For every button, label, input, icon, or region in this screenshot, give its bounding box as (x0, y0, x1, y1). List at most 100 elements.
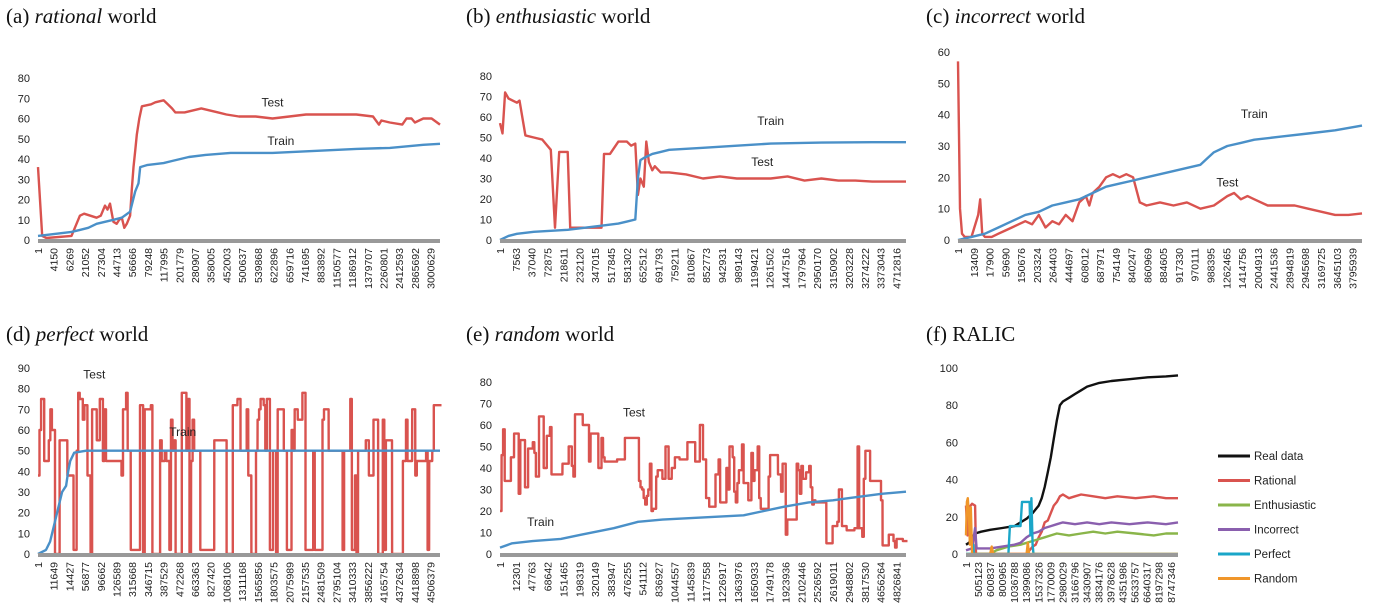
x-tick-label: 836927 (654, 562, 666, 597)
x-tick-label: 1261502 (765, 248, 777, 289)
panel-e: (e) random world 0 10 20 30 40 50 60 70 80 1 12301… (458, 306, 916, 613)
x-tick-label: 3150902 (828, 248, 840, 289)
x-tick-label: 68642 (543, 562, 555, 591)
series-label: Train (267, 134, 294, 148)
series-label: Train (169, 425, 196, 439)
series-line-train (499, 490, 907, 549)
x-tick-label: 5633757 (1130, 562, 1142, 603)
x-tick-label: 505123 (973, 562, 985, 597)
x-tick-label: 2526592 (812, 562, 824, 603)
x-tick-label: 444697 (1064, 248, 1076, 283)
x-tick-label: 852773 (701, 248, 713, 283)
y-tick-label: 60 (938, 47, 950, 59)
x-tick-label: 17900 (985, 248, 997, 277)
series-line-enthusiastic (966, 530, 1178, 556)
x-tick-label: 56877 (80, 562, 92, 591)
y-tick-label: 60 (946, 437, 958, 449)
x-tick-label: 1399086 (1021, 562, 1033, 603)
y-tick-label: 50 (18, 446, 30, 458)
x-tick-label: 759211 (670, 248, 682, 282)
legend-entry: Random (1254, 574, 1297, 586)
x-tick-label: 691793 (654, 248, 666, 283)
panel-d: (d) perfect world 0 10 20 30 40 50 60 70 80 90 1 11… (0, 306, 458, 613)
x-tick-label: 517845 (606, 248, 618, 283)
x-tick-label: 4372634 (394, 562, 406, 603)
y-tick-label: 50 (18, 134, 30, 146)
x-tick-label: 347015 (590, 248, 602, 283)
y-tick-label: 80 (18, 384, 30, 396)
panel-title: (a) rational world (6, 4, 157, 29)
x-tick-label: 117995 (159, 248, 171, 282)
panel-title: (e) random world (466, 322, 614, 347)
x-tick-label: 2441536 (1269, 248, 1281, 289)
x-tick-label: 1068106 (221, 562, 233, 603)
panel-label: (c) (926, 4, 950, 28)
series-label: Test (751, 155, 774, 169)
y-tick-label: 40 (938, 110, 950, 122)
x-tick-label: 2075989 (284, 562, 296, 603)
x-tick-label: 1186912 (347, 248, 359, 288)
series-line-perfect (966, 497, 1178, 556)
x-tick-label: 970111 (1190, 248, 1202, 282)
legend-entry: Real data (1254, 451, 1304, 463)
series-line-test (500, 413, 908, 549)
x-tick-label: 2102446 (796, 562, 808, 603)
x-tick-label: 2950170 (812, 248, 824, 289)
series-label: Train (527, 515, 554, 529)
panel-f: (f) RALIC 0 20 40 60 80 100 1 505123 600837 80096… (916, 306, 1375, 613)
x-tick-label: 622896 (269, 248, 281, 283)
x-tick-label: 14427 (64, 562, 76, 591)
x-tick-label: 883892 (316, 248, 328, 283)
x-tick-label: 218611 (558, 248, 570, 282)
panel-a: (a) rational world 0 10 20 30 40 50 60 70 80 1 415… (0, 0, 458, 306)
series-line-random (964, 497, 1178, 556)
series-line-train (37, 142, 441, 238)
chart-b: 0 10 20 30 40 50 60 70 80 1 7563 37040 72875 218611 23… (480, 71, 906, 289)
series-label: Test (623, 405, 646, 419)
x-tick-label: 47763 (527, 562, 539, 591)
x-tick-label: 1 (495, 562, 507, 568)
title-rest: world (559, 322, 615, 346)
x-tick-label: 4418898 (410, 562, 422, 603)
x-tick-label: 840247 (1127, 248, 1139, 283)
x-tick-label: 4165754 (379, 562, 391, 603)
x-tick-label: 264403 (1048, 248, 1060, 283)
x-tick-label: 2980029 (1057, 562, 1069, 603)
y-tick-label: 30 (480, 485, 492, 497)
x-tick-label: 4656264 (876, 562, 888, 603)
y-tick-label: 80 (480, 377, 492, 389)
chart-f: 0 20 40 60 80 100 1 505123 600837 800965 1036788 13… (940, 363, 1317, 603)
y-tick-label: 70 (480, 92, 492, 104)
title-rest: world (102, 4, 157, 28)
series-line-test (956, 61, 1363, 239)
y-tick-label: 10 (18, 215, 30, 227)
panel-label: (f) (926, 322, 947, 346)
x-tick-label: 1447516 (781, 248, 793, 289)
x-tick-label: 1 (495, 248, 507, 254)
x-tick-label: 1537326 (1033, 562, 1045, 603)
y-tick-label: 20 (18, 508, 30, 520)
y-tick-label: 40 (18, 154, 30, 166)
x-tick-label: 3645103 (1332, 248, 1344, 289)
x-tick-label: 600837 (985, 562, 997, 597)
y-tick-label: 10 (480, 215, 492, 227)
x-tick-label: 800965 (997, 562, 1009, 597)
x-tick-label: 860969 (1142, 248, 1154, 283)
x-tick-label: 198319 (574, 562, 586, 597)
series-line-train (957, 124, 1363, 242)
x-tick-label: 44713 (112, 248, 124, 277)
series-label: Test (83, 367, 106, 381)
x-tick-label: 1565856 (253, 562, 265, 603)
x-tick-label: 4150 (49, 248, 61, 272)
x-tick-label: 754149 (1111, 248, 1123, 283)
y-tick-label: 20 (938, 172, 950, 184)
y-tick-label: 30 (18, 174, 30, 186)
x-tick-label: 3410333 (347, 562, 359, 603)
x-tick-label: 687971 (1095, 248, 1107, 283)
x-tick-label: 659716 (284, 248, 296, 283)
y-tick-label: 0 (952, 549, 958, 561)
title-em: enthusiastic (495, 4, 597, 28)
chart-e: 0 10 20 30 40 50 60 70 80 1 12301 47763 68642 151465 1… (480, 377, 908, 603)
chart-c: 0 10 20 30 40 50 60 1 13409 17900 59690 150676 20332… (938, 47, 1363, 289)
y-tick-label: 10 (938, 204, 950, 216)
